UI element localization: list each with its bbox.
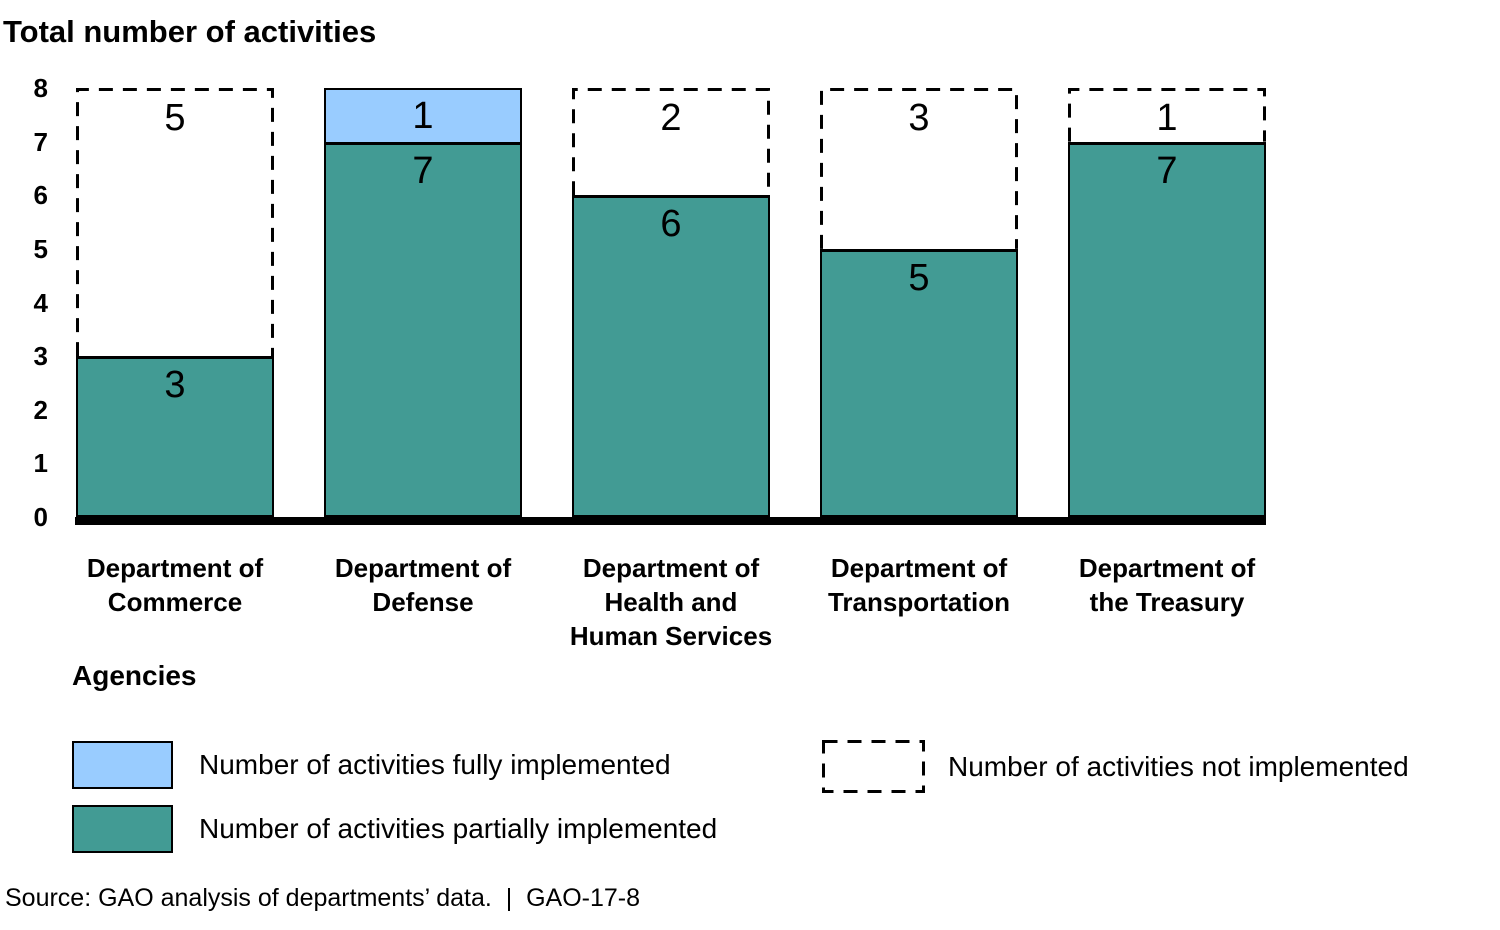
y-axis-tick-label: 3 <box>33 341 48 372</box>
x-axis-category-label: Department of the Treasury <box>1078 553 1256 617</box>
partially-implemented-swatch <box>72 805 173 853</box>
bar-segment-partially-implemented: 5 <box>820 248 1018 517</box>
legend-label-partially-implemented: Number of activities partially implement… <box>199 813 718 844</box>
bar-segment-fully-implemented: 1 <box>324 88 522 142</box>
bar-segment-not-implemented: 1 <box>1068 88 1266 142</box>
bar-value-label: 1 <box>412 94 434 137</box>
y-axis-tick-label: 2 <box>33 394 48 425</box>
bar-value-label: 3 <box>908 97 930 139</box>
bar-value-label: 3 <box>164 364 186 407</box>
bar-value-label: 5 <box>908 256 930 299</box>
not-implemented-swatch <box>822 740 925 793</box>
dashed-outline <box>1068 88 1266 142</box>
fully-implemented-swatch <box>72 741 173 789</box>
bar-value-label: 5 <box>164 97 186 139</box>
bar-value-label: 7 <box>412 149 434 192</box>
chart-title: Total number of activities <box>3 14 377 49</box>
bar-segment-not-implemented: 2 <box>572 88 770 196</box>
source-note: Source: GAO analysis of departments’ dat… <box>5 884 641 912</box>
bar-segment-partially-implemented: 6 <box>572 195 770 517</box>
y-axis-tick-label: 6 <box>33 180 48 211</box>
legend-item-partially-implemented: Number of activities partially implement… <box>72 804 717 854</box>
legend-label-not-implemented: Number of activities not implemented <box>948 750 1409 782</box>
bar-value-label: 2 <box>660 97 682 139</box>
y-axis-tick-label: 4 <box>33 287 48 318</box>
x-axis-title: Agencies <box>72 660 197 691</box>
bar-segment-partially-implemented: 3 <box>76 356 274 517</box>
bar-value-label: 1 <box>1156 97 1178 139</box>
bar-segment-not-implemented: 5 <box>76 88 274 357</box>
bar-segment-partially-implemented: 7 <box>324 141 522 517</box>
bar-segment-partially-implemented: 7 <box>1068 141 1266 517</box>
x-axis-category-label: Department of Commerce <box>86 553 264 617</box>
dashed-outline <box>572 88 770 196</box>
legend-label-fully-implemented: Number of activities fully implemented <box>199 749 671 780</box>
bar-value-label: 6 <box>660 203 682 246</box>
bar-segment-not-implemented: 3 <box>820 88 1018 249</box>
dashed-outline <box>820 88 1018 249</box>
y-axis-tick-label: 0 <box>33 502 48 532</box>
y-axis-tick-label: 7 <box>33 126 48 157</box>
legend-item-fully-implemented: Number of activities fully implemented <box>72 740 671 790</box>
bar-value-label: 7 <box>1156 149 1178 192</box>
x-axis-category-label: Department of Transportation <box>827 553 1010 617</box>
y-axis-tick-label: 5 <box>33 233 48 264</box>
x-axis-line <box>75 517 1266 525</box>
y-axis-tick-label: 8 <box>33 73 48 103</box>
x-axis-category-label: Department of Health and Human Services <box>569 553 773 651</box>
x-axis-category-label: Department of Defense <box>334 553 512 617</box>
dashed-outline <box>76 88 274 357</box>
legend-item-not-implemented: Number of activities not implemented <box>822 740 1409 793</box>
y-axis-tick-label: 1 <box>33 448 48 479</box>
